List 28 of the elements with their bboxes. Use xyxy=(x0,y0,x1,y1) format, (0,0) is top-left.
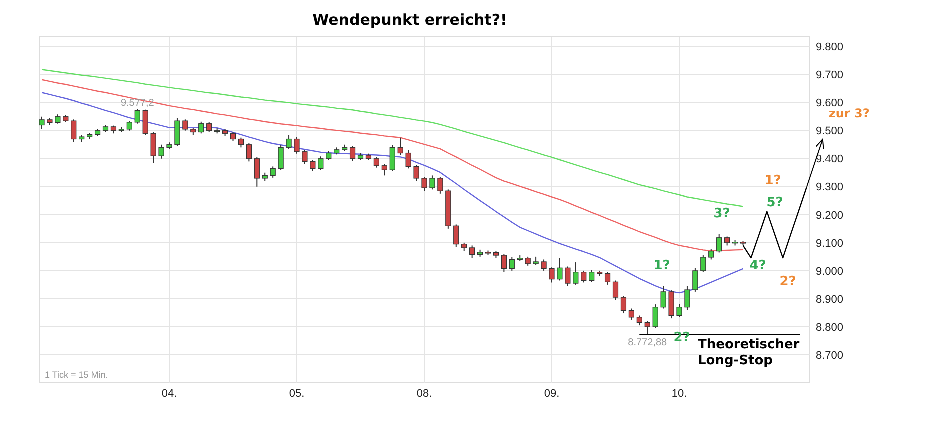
annotation: 4? xyxy=(750,258,766,274)
annotation: 1? xyxy=(654,258,670,274)
y-tick-label: 9.100 xyxy=(816,238,844,250)
y-tick-label: 8.700 xyxy=(816,350,844,362)
y-tick-label: 9.700 xyxy=(816,70,844,82)
chart-title: Wendepunkt erreicht?! xyxy=(312,11,508,29)
y-tick-label: 9.000 xyxy=(816,266,844,278)
x-tick-label: 05. xyxy=(289,388,305,400)
y-tick-label: 8.800 xyxy=(816,322,844,334)
annotation: 1? xyxy=(764,174,782,189)
ref-line-label: Theoretischer Long-Stop xyxy=(698,338,800,369)
y-tick-label: 9.400 xyxy=(816,154,844,166)
y-tick-label: 9.200 xyxy=(816,210,844,222)
annotation: 1 Tick = 15 Min. xyxy=(45,370,108,380)
y-tick-label: 8.900 xyxy=(816,294,844,306)
y-tick-label: 9.500 xyxy=(816,126,844,138)
y-tick-label: 9.300 xyxy=(816,182,844,194)
annotation: 2? xyxy=(674,330,690,346)
annotation: 3? xyxy=(714,206,730,222)
annotation: 2? xyxy=(780,274,796,290)
annotation: 9.577,2 xyxy=(120,98,155,110)
x-tick-label: 08. xyxy=(416,388,432,400)
x-tick-label: 10. xyxy=(672,388,688,400)
y-tick-label: 9.800 xyxy=(816,42,844,54)
annotation: 8.772,88 xyxy=(628,338,668,349)
x-tick-label: 04. xyxy=(162,388,178,400)
x-tick-label: 09. xyxy=(544,388,560,400)
annotation: 5? xyxy=(766,196,784,211)
